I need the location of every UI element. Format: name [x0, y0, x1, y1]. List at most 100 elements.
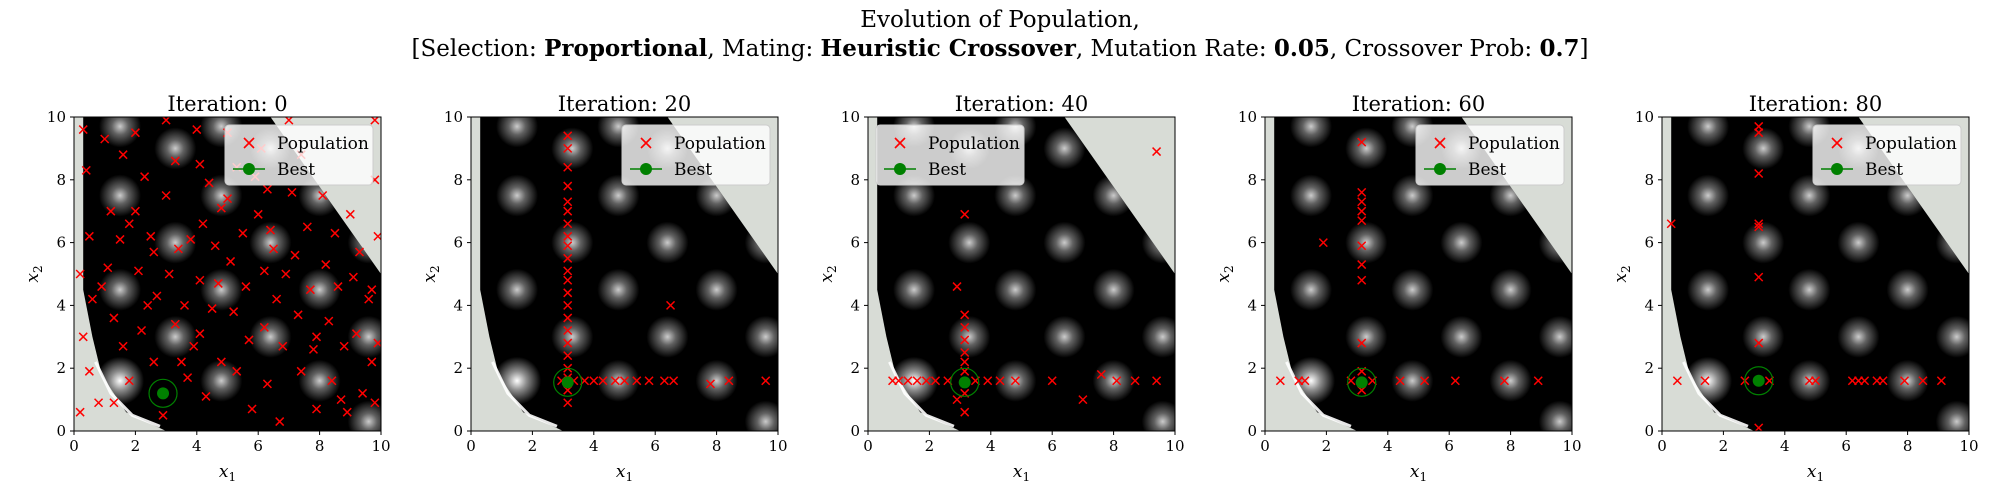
x-tick-label: 6: [650, 437, 660, 455]
population-marker: [1357, 216, 1367, 226]
legend-population-label: Population: [928, 134, 1020, 154]
population-marker: [1357, 275, 1367, 285]
y-axis-label: x2: [420, 265, 442, 282]
population-marker: [912, 376, 922, 386]
population-marker: [931, 376, 941, 386]
population-marker: [164, 269, 174, 279]
x-tick-label: 10: [768, 437, 787, 455]
landscape-peak: [1837, 221, 1880, 264]
landscape-peak: [347, 400, 381, 431]
y-tick-label: 10: [47, 108, 66, 126]
population-marker: [563, 197, 573, 207]
y-tick-label: 8: [1247, 171, 1257, 189]
suptitle-segment: , Crossover Prob:: [1330, 36, 1540, 62]
best-marker: [1355, 376, 1368, 389]
population-marker: [216, 203, 226, 213]
suptitle-line2: [Selection: Proportional, Mating: Heuris…: [412, 35, 1589, 62]
population-marker: [1357, 137, 1367, 147]
population-marker: [619, 376, 630, 386]
population-marker: [229, 307, 239, 317]
suptitle-segment: ]: [1579, 36, 1588, 62]
population-marker: [327, 376, 337, 386]
population-marker: [563, 325, 573, 336]
landscape-peak: [1092, 268, 1135, 311]
landscape-peak: [1290, 174, 1333, 217]
population-marker: [1152, 376, 1162, 386]
landscape-peak: [1489, 268, 1532, 311]
population-marker: [563, 398, 573, 408]
legend-best-label: Best: [1865, 160, 1903, 180]
y-tick-label: 8: [453, 171, 463, 189]
panel: 0 2 4 6 8 10 0 2 4 6 8 10 Iteration: 40 x1 x2 Populatio…: [817, 92, 1185, 484]
landscape-peak: [695, 268, 738, 311]
population-marker: [339, 341, 349, 351]
legend-best-marker: [894, 163, 906, 175]
landscape-peak: [99, 174, 142, 217]
population-marker: [1672, 376, 1682, 386]
population-marker: [1010, 376, 1020, 386]
best-halo: [148, 378, 178, 408]
population-marker: [761, 376, 771, 386]
population-marker: [589, 376, 599, 386]
legend-population-label: Population: [1865, 134, 1957, 154]
population-marker: [952, 395, 962, 405]
x-tick-label: 6: [253, 437, 263, 455]
x-tick-label: 2: [131, 437, 141, 455]
population-marker: [354, 247, 365, 257]
y-tick-label: 8: [56, 171, 66, 189]
population-marker: [204, 178, 214, 188]
population-marker: [1860, 376, 1870, 386]
population-marker: [563, 231, 573, 241]
suptitle-line1: Evolution of Population,: [860, 7, 1140, 33]
x-tick-label: 8: [315, 437, 325, 455]
legend-frame: [1812, 124, 1962, 186]
x-tick-label: 10: [1562, 437, 1581, 455]
population-marker: [195, 329, 205, 339]
y-axis-label: x2: [1611, 265, 1633, 282]
landscape-peak: [1043, 221, 1086, 264]
population-marker: [311, 404, 322, 414]
population-marker: [262, 379, 272, 389]
population-marker: [1357, 260, 1367, 270]
population-marker: [241, 282, 251, 292]
population-marker: [598, 376, 608, 386]
population-marker: [960, 322, 970, 332]
panel-title: Iteration: 0: [167, 92, 287, 116]
legend: Population Best: [621, 124, 771, 186]
population-marker: [1357, 187, 1367, 197]
population-marker: [370, 398, 380, 408]
legend-best-label: Best: [674, 160, 712, 180]
population-marker: [995, 376, 1005, 386]
panels: 0 2 4 6 8 10 0 2 4 6 8 10 Iteration: 0 x1 x2 Population…: [23, 92, 1979, 484]
population-marker: [253, 209, 263, 219]
axes-frame: [867, 116, 1176, 432]
population-marker: [1047, 376, 1057, 386]
population-marker: [161, 190, 171, 201]
landscape-peak: [744, 400, 778, 431]
population-marker: [659, 376, 669, 386]
population-marker: [563, 288, 573, 298]
population-marker: [358, 388, 368, 398]
landscape-peak: [1742, 221, 1785, 264]
population-marker: [149, 247, 159, 257]
y-tick-label: 0: [56, 422, 66, 440]
population-marker: [960, 347, 970, 358]
population-marker: [247, 404, 257, 414]
population-marker: [1152, 147, 1162, 157]
population-marker: [75, 407, 85, 417]
population-marker: [960, 357, 970, 367]
population-marker: [275, 417, 285, 427]
y-tick-label: 8: [850, 171, 860, 189]
population-marker: [272, 294, 282, 304]
population-marker: [563, 206, 573, 216]
population-marker: [1357, 197, 1367, 207]
boundary-highlight: [888, 361, 955, 428]
x-tick-label: 8: [1109, 437, 1119, 455]
population-marker: [367, 357, 377, 367]
population-marker: [321, 260, 331, 270]
population-marker: [563, 275, 573, 285]
population-marker: [179, 300, 190, 310]
panel: 0 2 4 6 8 10 0 2 4 6 8 10 Iteration: 80 x1 x2 Populatio…: [1611, 92, 1979, 484]
population-marker: [100, 134, 110, 144]
population-marker: [124, 376, 134, 386]
